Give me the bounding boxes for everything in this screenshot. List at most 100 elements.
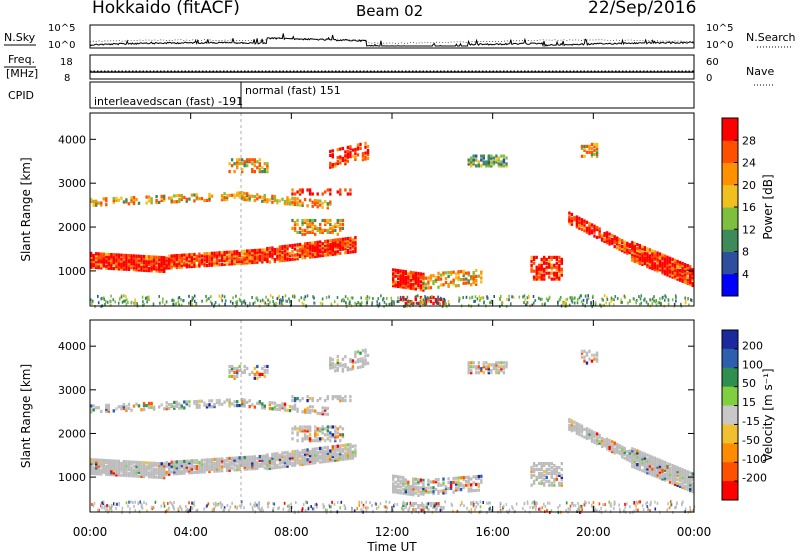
velocity-cell bbox=[152, 475, 156, 479]
power-cell bbox=[497, 162, 501, 166]
power-cell bbox=[316, 250, 319, 254]
power-cell bbox=[643, 256, 647, 260]
velocity-cell bbox=[646, 467, 649, 471]
velocity-cell bbox=[336, 427, 339, 431]
power-cell bbox=[308, 245, 312, 249]
velocity-cell bbox=[90, 467, 93, 472]
velocity-cell bbox=[540, 464, 543, 468]
velocity-cell bbox=[598, 441, 601, 445]
velocity-cell bbox=[686, 478, 689, 482]
power-cell bbox=[548, 259, 551, 263]
velocity-cell bbox=[132, 474, 136, 478]
power-cell bbox=[193, 262, 196, 266]
power-cell bbox=[417, 301, 420, 305]
power-cell bbox=[130, 260, 133, 264]
power-cell bbox=[152, 267, 156, 271]
velocity-cell bbox=[92, 468, 95, 472]
power-cell bbox=[673, 264, 677, 268]
power-cell bbox=[341, 247, 345, 251]
power-cell bbox=[183, 257, 186, 261]
velocity-cell bbox=[394, 484, 397, 488]
power-cell bbox=[392, 280, 395, 284]
power-cell bbox=[120, 259, 123, 263]
power-clutter bbox=[518, 295, 521, 299]
power-cell bbox=[263, 170, 266, 174]
velocity-cell bbox=[155, 469, 158, 473]
power-cell bbox=[339, 157, 342, 161]
velocity-cell bbox=[351, 456, 355, 460]
velocity-cell bbox=[230, 366, 234, 371]
velocity-cell bbox=[414, 502, 417, 506]
velocity-cell bbox=[651, 469, 654, 473]
power-clutter bbox=[437, 298, 439, 301]
velocity-cell bbox=[568, 425, 571, 429]
velocity-cell bbox=[150, 473, 153, 477]
velocity-cell bbox=[638, 468, 641, 472]
power-clutter bbox=[539, 297, 542, 301]
velocity-cell bbox=[329, 356, 332, 360]
power-clutter bbox=[286, 299, 288, 303]
power-cell bbox=[137, 268, 141, 272]
velocity-cell bbox=[95, 462, 98, 466]
velocity-cell bbox=[316, 453, 319, 457]
velocity-cell bbox=[278, 455, 282, 459]
power-ytick-label: 4000 bbox=[58, 133, 86, 146]
velocity-cell bbox=[643, 456, 647, 460]
power-cell bbox=[283, 258, 287, 262]
power-cell bbox=[480, 158, 483, 162]
velocity-cell bbox=[308, 461, 312, 465]
velocity-cell bbox=[467, 481, 470, 485]
power-clutter bbox=[613, 298, 615, 302]
velocity-clutter bbox=[559, 504, 561, 508]
power-cell bbox=[454, 276, 458, 280]
power-cell bbox=[142, 266, 146, 270]
power-clutter bbox=[406, 295, 409, 299]
power-cell bbox=[351, 250, 355, 254]
power-cell bbox=[417, 279, 420, 283]
power-cell bbox=[671, 269, 674, 273]
velocity-cell bbox=[341, 447, 345, 452]
power-clutter bbox=[601, 297, 603, 301]
power-cell bbox=[95, 256, 98, 260]
velocity-cell bbox=[100, 464, 103, 468]
power-clutter bbox=[254, 300, 256, 304]
velocity-cell bbox=[115, 467, 118, 471]
velocity-cell bbox=[414, 485, 417, 489]
velocity-cell bbox=[686, 480, 689, 484]
velocity-cell bbox=[454, 482, 458, 486]
power-clutter bbox=[162, 297, 164, 301]
velocity-cell bbox=[296, 459, 299, 463]
velocity-cell bbox=[399, 491, 402, 495]
velocity-clutter bbox=[392, 508, 394, 512]
power-cell bbox=[160, 255, 163, 260]
power-cell bbox=[152, 263, 156, 267]
velocity-cell bbox=[170, 462, 173, 466]
power-clutter bbox=[479, 299, 481, 302]
power-cell bbox=[218, 263, 221, 267]
velocity-clutter bbox=[393, 502, 396, 506]
velocity-cell bbox=[492, 367, 496, 371]
velocity-cell bbox=[147, 467, 151, 471]
velocity-cell bbox=[321, 446, 324, 450]
velocity-cell bbox=[208, 458, 211, 462]
power-cell bbox=[301, 220, 304, 225]
velocity-cell bbox=[150, 403, 153, 407]
velocity-cell bbox=[228, 402, 231, 406]
velocity-cell bbox=[673, 476, 677, 480]
velocity-cell bbox=[399, 489, 402, 493]
velocity-cell bbox=[253, 405, 256, 409]
velocity-cell bbox=[658, 466, 662, 470]
power-cell bbox=[656, 257, 659, 261]
power-cell bbox=[163, 269, 166, 274]
velocity-cell bbox=[651, 473, 654, 477]
velocity-clutter bbox=[283, 501, 286, 505]
power-cell bbox=[251, 255, 254, 259]
power-cell bbox=[163, 267, 166, 272]
power-cell bbox=[223, 250, 226, 255]
velocity-cell bbox=[558, 466, 561, 470]
power-clutter bbox=[465, 295, 468, 299]
velocity-cell bbox=[122, 469, 126, 473]
velocity-cell bbox=[251, 463, 254, 467]
velocity-clutter bbox=[439, 508, 442, 512]
